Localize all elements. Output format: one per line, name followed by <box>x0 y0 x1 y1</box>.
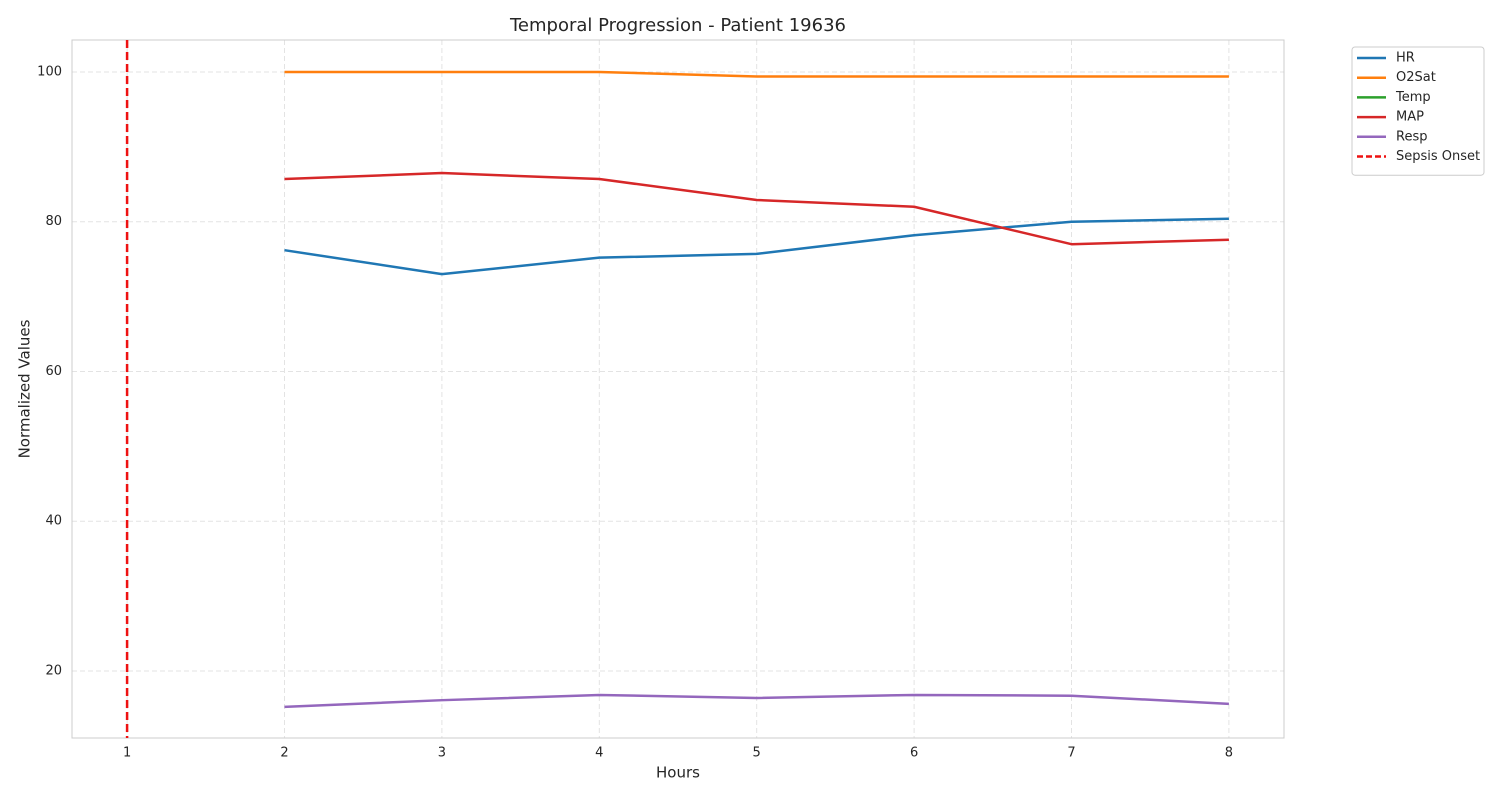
y-tick-label: 100 <box>37 64 62 79</box>
legend-box <box>1351 46 1485 176</box>
legend-label: Sepsis Onset <box>1396 149 1480 164</box>
legend-label: HR <box>1396 51 1415 66</box>
legend-label: O2Sat <box>1396 70 1436 85</box>
series-line <box>284 70 1229 78</box>
plot-frame <box>71 39 1285 739</box>
x-tick-label: 6 <box>910 746 918 761</box>
y-tick-label: 80 <box>45 214 62 229</box>
y-tick-label: 60 <box>45 364 62 379</box>
x-tick-label: 8 <box>1225 746 1233 761</box>
y-tick-label: 20 <box>45 663 62 678</box>
x-tick-label: 1 <box>123 746 131 761</box>
x-tick-label: 3 <box>438 746 446 761</box>
x-tick-label: 7 <box>1067 746 1075 761</box>
y-tick-label: 40 <box>45 514 62 529</box>
series-line <box>284 217 1229 276</box>
x-tick-label: 2 <box>280 746 288 761</box>
y-axis-label: Normalized Values <box>16 319 34 458</box>
series-line <box>284 171 1229 246</box>
chart-title: Temporal Progression - Patient 19636 <box>509 15 846 36</box>
series-line <box>284 693 1229 709</box>
legend-label: MAP <box>1396 110 1424 125</box>
x-axis-label: Hours <box>656 764 700 782</box>
legend-label: Resp <box>1396 129 1427 144</box>
x-tick-label: 4 <box>595 746 603 761</box>
x-tick-label: 5 <box>753 746 761 761</box>
legend-label: Temp <box>1395 90 1431 105</box>
